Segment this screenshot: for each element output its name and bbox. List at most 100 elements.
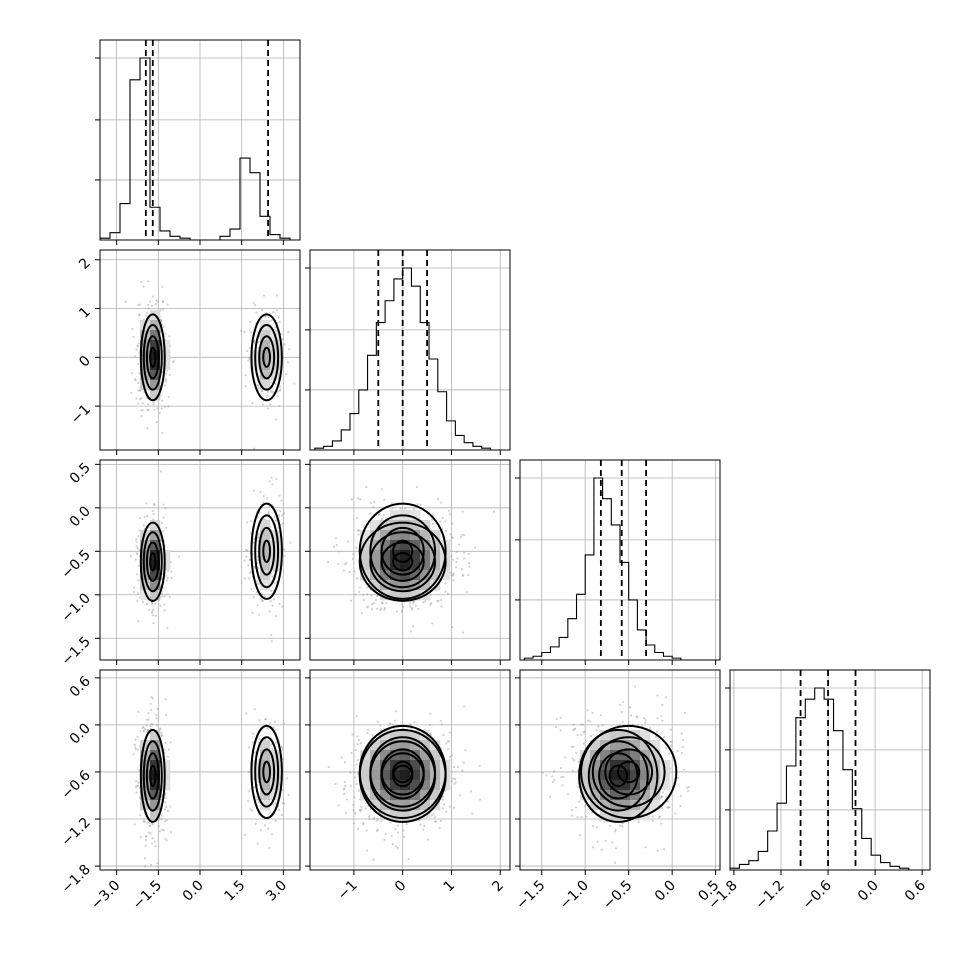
scatter-point: [571, 814, 574, 817]
scatter-point: [451, 536, 455, 539]
scatter-point: [560, 776, 563, 779]
scatter-point: [412, 600, 416, 603]
scatter-point: [334, 537, 338, 540]
scatter-point: [349, 784, 353, 787]
scatter-point: [582, 742, 585, 745]
scatter-point: [342, 788, 345, 791]
scatter-point: [474, 546, 477, 549]
scatter-point: [149, 300, 152, 303]
panel-frame: [309, 459, 511, 661]
scatter-point: [563, 756, 566, 759]
scatter-point: [151, 295, 155, 298]
scatter-point: [343, 563, 346, 566]
scatter-point: [146, 728, 149, 732]
contour-line: [580, 724, 678, 819]
scatter-point: [389, 821, 392, 824]
density-bin: [630, 740, 641, 751]
scatter-point: [146, 427, 149, 430]
scatter-point: [155, 421, 158, 424]
scatter-point: [451, 522, 454, 525]
scatter-point: [577, 785, 580, 788]
scatter-point: [249, 331, 252, 334]
scatter-point: [344, 785, 347, 788]
scatter-point: [635, 716, 638, 719]
scatter-point: [164, 801, 167, 804]
scatter-point: [272, 569, 275, 573]
scatter-point: [160, 593, 164, 596]
scatter-point: [257, 801, 261, 804]
scatter-point: [596, 840, 599, 843]
contour-line: [142, 531, 163, 593]
scatter-point: [440, 501, 443, 504]
scatter-point: [388, 722, 391, 725]
scatter-point: [447, 509, 450, 512]
scatter-point: [461, 510, 464, 513]
scatter-point: [170, 577, 173, 580]
y-tick-label: −0.5: [58, 547, 93, 582]
scatter-point: [164, 372, 168, 375]
scatter-point: [667, 806, 670, 809]
scatter-point: [166, 576, 169, 579]
scatter-point: [450, 780, 453, 783]
density-bin: [650, 780, 661, 791]
scatter-point: [589, 720, 592, 723]
density-bin: [260, 370, 271, 381]
density-bin: [420, 570, 431, 581]
scatter-point: [354, 593, 357, 596]
scatter-point: [367, 815, 371, 819]
contour-line: [392, 552, 414, 572]
scatter-point: [256, 842, 259, 845]
scatter-point: [561, 784, 564, 787]
scatter-point: [262, 495, 265, 498]
scatter-point: [437, 599, 440, 602]
density-bin: [420, 730, 431, 741]
scatter-point: [269, 600, 272, 603]
scatter-point: [452, 777, 455, 780]
scatter-point: [682, 738, 685, 742]
panel-content: [520, 670, 720, 870]
density-bin: [360, 770, 371, 781]
panel-2-0: 0.50.0−0.5−1.0−1.5: [58, 459, 301, 669]
scatter-point: [138, 303, 141, 306]
density-bin: [140, 380, 151, 391]
scatter-point: [391, 507, 394, 510]
scatter-point: [396, 824, 399, 827]
scatter-point: [163, 603, 166, 606]
scatter-point: [423, 824, 426, 827]
density-bin: [420, 790, 431, 801]
scatter-point: [158, 728, 162, 731]
scatter-point: [252, 596, 255, 599]
scatter-point: [152, 622, 155, 625]
scatter-point: [165, 713, 168, 717]
scatter-point: [138, 564, 141, 567]
scatter-point: [445, 742, 448, 745]
scatter-point: [285, 777, 288, 780]
scatter-point: [277, 316, 280, 319]
scatter-point: [457, 543, 461, 546]
scatter-point: [410, 607, 413, 610]
scatter-point: [270, 572, 273, 575]
scatter-point: [463, 534, 466, 537]
scatter-point: [151, 697, 154, 700]
contour-line: [142, 323, 163, 391]
scatter-point: [659, 796, 663, 799]
density-bin: [150, 740, 161, 751]
scatter-point: [664, 747, 668, 750]
scatter-point: [148, 821, 151, 824]
density-bin: [140, 590, 151, 601]
density-bin: [260, 530, 271, 541]
scatter-point: [162, 308, 165, 311]
scatter-point: [380, 488, 383, 491]
panel-content: [100, 250, 300, 450]
scatter-point: [470, 790, 473, 793]
scatter-point: [254, 822, 257, 825]
scatter-point: [247, 564, 250, 567]
scatter-point: [397, 831, 400, 834]
scatter-point: [163, 609, 166, 612]
scatter-point: [278, 390, 281, 393]
scatter-point: [246, 349, 249, 352]
scatter-point: [137, 535, 140, 538]
density-bin: [380, 580, 391, 591]
scatter-point: [266, 497, 269, 500]
scatter-point: [463, 557, 466, 560]
